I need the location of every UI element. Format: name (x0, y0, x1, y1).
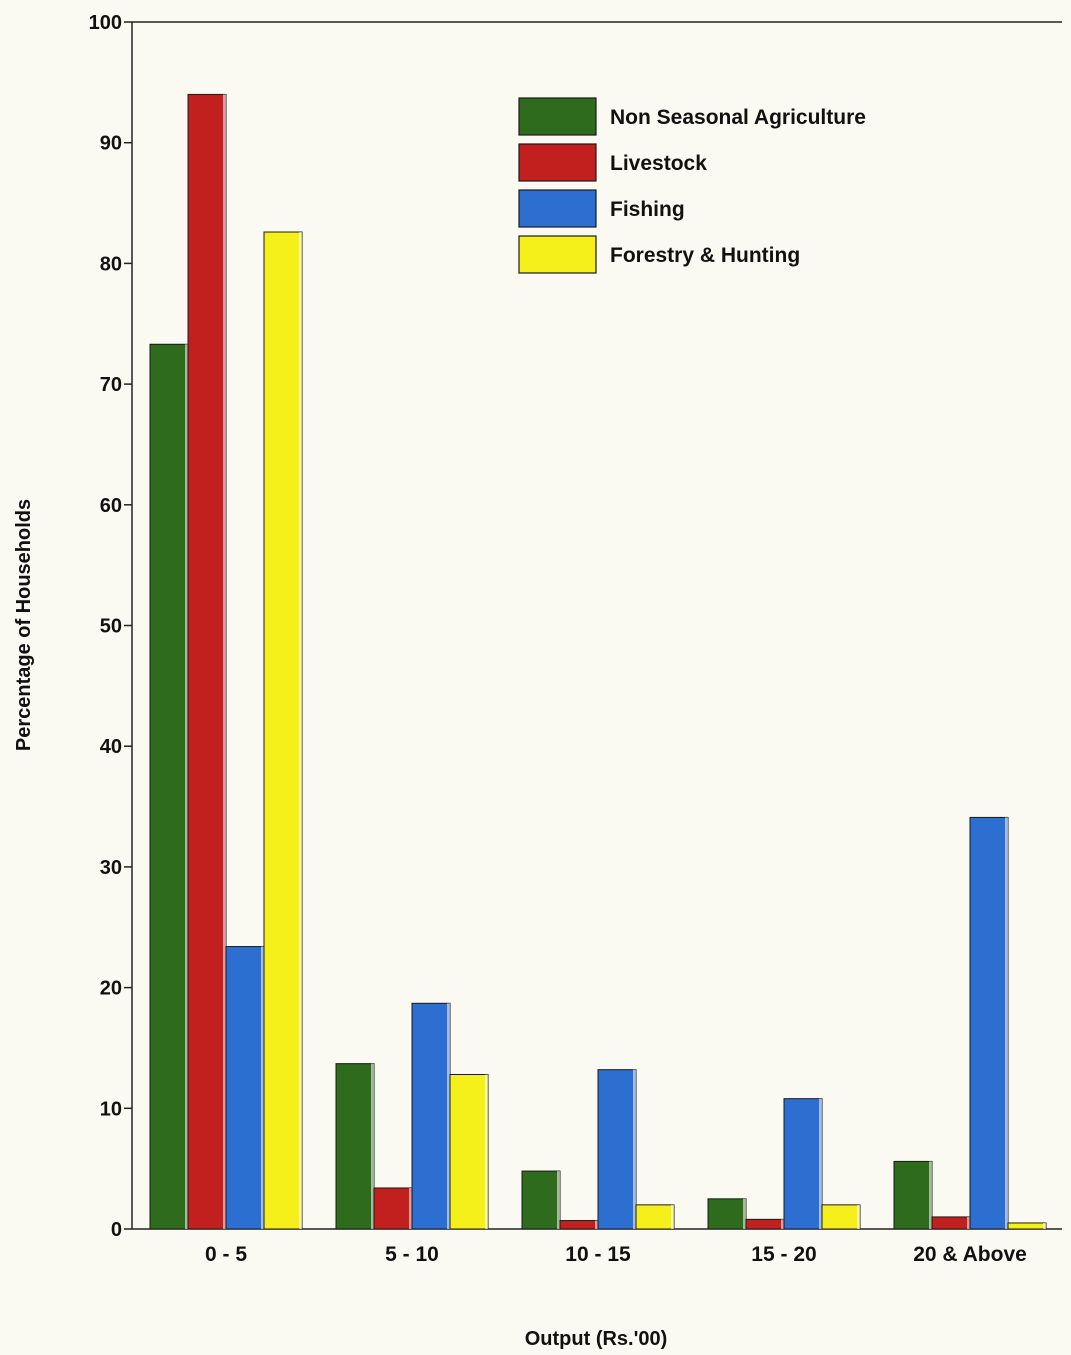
x-axis-title: Output (Rs.'00) (525, 1328, 668, 1350)
bar-livestock (187, 93, 227, 1230)
y-tick-label: 50 (100, 616, 122, 638)
bar-highlight (261, 946, 264, 1229)
legend-label: Forestry & Hunting (610, 244, 800, 267)
legend-swatch (518, 235, 597, 274)
legend: Non Seasonal Agriculture Livestock Fishing… (518, 97, 866, 274)
bar-non-seasonal-agriculture (335, 1063, 375, 1230)
bar-highlight (299, 232, 302, 1229)
legend-label: Non Seasonal Agriculture (610, 106, 866, 129)
bar-fishing (969, 816, 1009, 1230)
legend-label: Livestock (610, 152, 707, 175)
bar-highlight (857, 1204, 860, 1229)
bar-fishing (783, 1098, 823, 1230)
y-tick-label: 0 (111, 1219, 122, 1241)
bar-forestry-hunting (635, 1204, 675, 1230)
x-tick-label: 15 - 20 (751, 1243, 816, 1266)
bar-highlight (819, 1098, 822, 1229)
bars (149, 93, 1047, 1230)
bar-non-seasonal-agriculture (707, 1198, 747, 1230)
bar-highlight (1005, 817, 1008, 1229)
y-axis: 0 10 20 30 40 50 60 70 80 90 100 (89, 12, 132, 1241)
legend-swatch (518, 97, 597, 136)
legend-label: Fishing (610, 198, 685, 221)
bar-fishing (597, 1069, 637, 1230)
bar-highlight (485, 1074, 488, 1229)
x-tick-label: 10 - 15 (565, 1243, 631, 1266)
y-tick-label: 40 (100, 736, 122, 758)
bar-livestock (559, 1220, 599, 1230)
y-axis-title: Percentage of Households (13, 499, 35, 751)
y-tick-label: 70 (100, 374, 122, 396)
bar-highlight (185, 344, 188, 1229)
bar-highlight (595, 1220, 598, 1229)
bar-highlight (409, 1187, 412, 1229)
x-axis: 0 - 5 5 - 10 10 - 15 15 - 20 20 & Above (205, 1243, 1027, 1266)
x-tick-label: 0 - 5 (205, 1243, 247, 1266)
bar-highlight (633, 1069, 636, 1229)
legend-swatch (518, 143, 597, 182)
y-tick-label: 100 (89, 12, 122, 34)
bar-non-seasonal-agriculture (521, 1170, 561, 1230)
y-tick-label: 20 (100, 978, 122, 1000)
bar-highlight (371, 1063, 374, 1229)
bar-non-seasonal-agriculture (893, 1160, 933, 1230)
y-tick-label: 90 (100, 133, 122, 155)
bar-forestry-hunting (1007, 1222, 1047, 1230)
bar-fishing (225, 946, 265, 1230)
bar-highlight (223, 94, 226, 1229)
bar-highlight (1043, 1222, 1046, 1229)
bar-highlight (447, 1003, 450, 1229)
x-tick-label: 5 - 10 (385, 1243, 439, 1266)
bar-forestry-hunting (821, 1204, 861, 1230)
bar-highlight (743, 1198, 746, 1229)
bar-non-seasonal-agriculture (149, 343, 189, 1230)
y-tick-label: 10 (100, 1098, 122, 1120)
bar-highlight (781, 1219, 784, 1229)
bar-highlight (557, 1171, 560, 1229)
bar-highlight (671, 1204, 674, 1229)
y-tick-label: 30 (100, 857, 122, 879)
legend-swatch (518, 189, 597, 228)
bar-fishing (411, 1002, 451, 1230)
bar-highlight (967, 1216, 970, 1229)
bar-livestock (931, 1216, 971, 1230)
x-tick-label: 20 & Above (913, 1243, 1027, 1266)
bar-forestry-hunting (449, 1074, 489, 1230)
y-tick-label: 60 (100, 495, 122, 517)
bar-livestock (373, 1187, 413, 1230)
bar-highlight (929, 1161, 932, 1229)
bar-forestry-hunting (263, 231, 303, 1230)
bar-livestock (745, 1218, 785, 1230)
y-tick-label: 80 (100, 253, 122, 275)
